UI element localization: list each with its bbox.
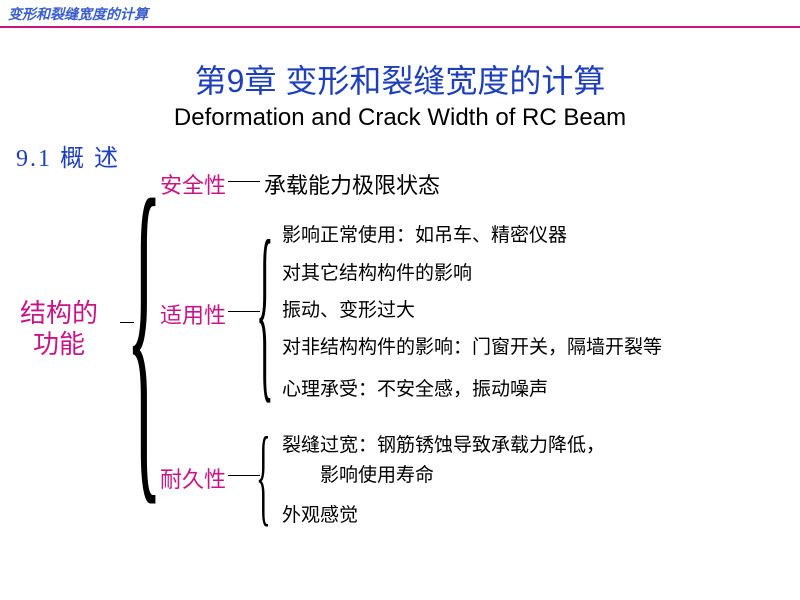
service-leaf-4: 心理承受：不安全感，振动噪声: [282, 374, 548, 401]
category-serviceability: 适用性: [160, 298, 226, 330]
title-block: 第9章 变形和裂缝宽度的计算 Deformation and Crack Wid…: [0, 56, 800, 132]
root-label: 结构的 功能: [20, 298, 98, 360]
safety-connector: [228, 181, 260, 182]
category-durability: 耐久性: [160, 462, 226, 494]
durability-leaf-1: 影响使用寿命: [282, 460, 434, 487]
service-leaf-0: 影响正常使用：如吊车、精密仪器: [282, 220, 567, 247]
durability-leaf-0: 裂缝过宽：钢筋锈蚀导致承载力降低，: [282, 430, 605, 457]
root-line1: 结构的: [20, 299, 98, 328]
service-leaf-3: 对非结构构件的影响：门窗开关，隔墙开裂等: [282, 332, 662, 359]
service-leaf-2: 振动、变形过大: [282, 295, 415, 322]
safety-leaf: 承载能力极限状态: [264, 168, 440, 200]
chapter-title-en: Deformation and Crack Width of RC Beam: [0, 104, 800, 132]
concept-diagram: 结构的 功能 { 安全性 承载能力极限状态 适用性 { 影响正常使用：如吊车、精…: [16, 160, 786, 580]
chapter-title-cn: 第9章 变形和裂缝宽度的计算: [0, 56, 800, 102]
header-bar: 变形和裂缝宽度的计算: [0, 0, 800, 28]
durability-leaf-2: 外观感觉: [282, 500, 358, 527]
category-safety: 安全性: [160, 168, 226, 200]
header-text: 变形和裂缝宽度的计算: [8, 8, 148, 23]
service-leaf-1: 对其它结构构件的影响: [282, 258, 472, 285]
root-line2: 功能: [33, 330, 85, 359]
